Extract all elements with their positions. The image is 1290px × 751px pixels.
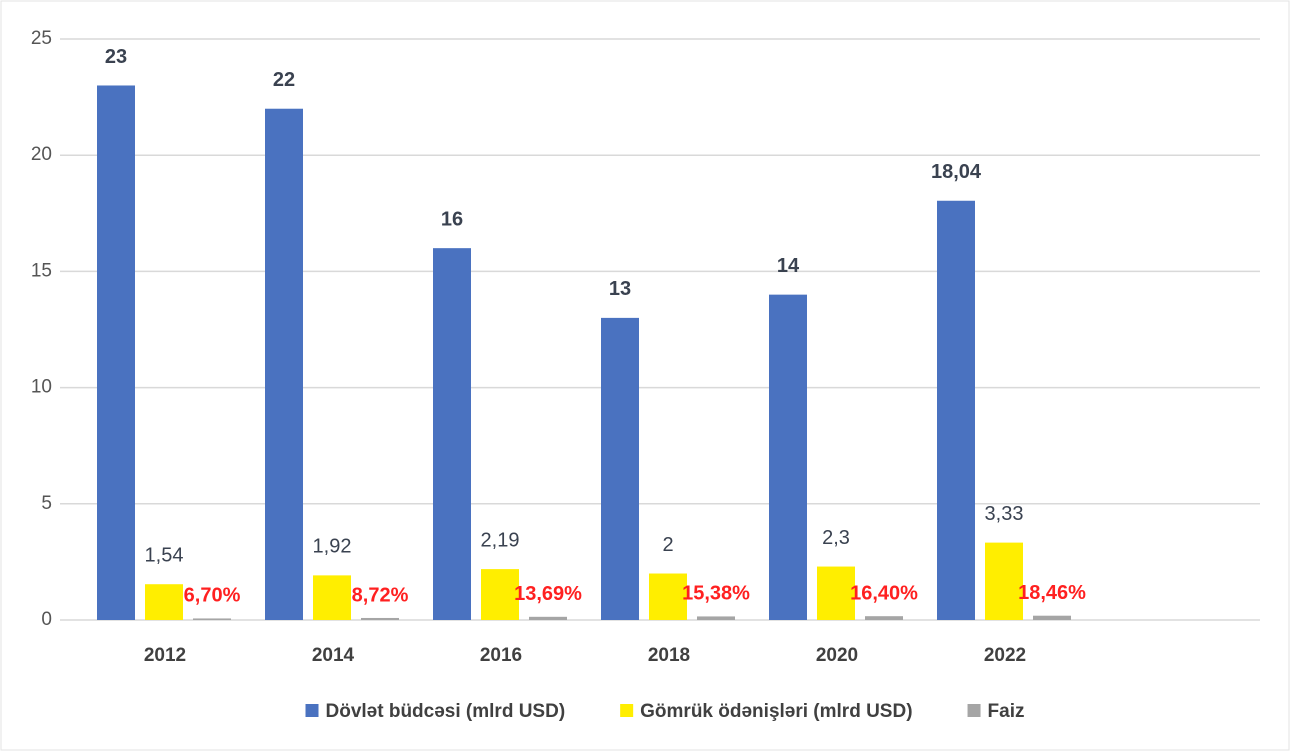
y-tick-label: 0 xyxy=(41,609,52,630)
legend-swatch xyxy=(967,704,981,717)
value-label: 23 xyxy=(105,46,127,68)
legend-swatch xyxy=(305,704,319,717)
value-label: 18,04 xyxy=(931,161,982,183)
bar xyxy=(145,584,183,620)
value-label: 15,38% xyxy=(682,583,750,605)
bar xyxy=(649,573,687,620)
value-label: 1,54 xyxy=(145,544,184,566)
bar xyxy=(601,317,639,620)
value-label: 1,92 xyxy=(313,536,352,558)
y-tick-label: 25 xyxy=(31,28,52,49)
y-tick-label: 5 xyxy=(41,493,52,514)
legend-swatch xyxy=(620,704,634,717)
x-tick-label: 2016 xyxy=(480,645,522,666)
bar xyxy=(937,200,975,620)
y-tick-label: 20 xyxy=(31,144,52,165)
value-label: 16,40% xyxy=(850,582,918,604)
value-label: 22 xyxy=(273,69,295,91)
x-tick-label: 2018 xyxy=(648,645,690,666)
y-tick-label: 15 xyxy=(31,260,52,281)
value-label: 2 xyxy=(662,534,673,556)
x-tick-label: 2020 xyxy=(816,645,858,666)
bar xyxy=(193,618,231,620)
bar xyxy=(433,248,471,620)
value-label: 2,3 xyxy=(822,527,850,549)
bar xyxy=(529,616,567,620)
bar xyxy=(697,616,735,620)
x-tick-label: 2012 xyxy=(144,645,186,666)
x-tick-label: 2014 xyxy=(312,645,355,666)
bar xyxy=(481,569,519,620)
bar xyxy=(769,294,807,620)
value-label: 2,19 xyxy=(481,529,520,551)
value-label: 16 xyxy=(441,208,463,230)
bar xyxy=(313,575,351,620)
legend-label: Faiz xyxy=(988,701,1025,722)
x-tick-label: 2022 xyxy=(984,645,1026,666)
value-label: 18,46% xyxy=(1018,582,1086,604)
y-tick-label: 10 xyxy=(31,377,52,398)
bar xyxy=(985,542,1023,620)
value-label: 6,70% xyxy=(184,585,241,607)
value-label: 14 xyxy=(777,255,800,277)
bar xyxy=(97,85,135,621)
bar xyxy=(1033,615,1071,620)
bar xyxy=(865,616,903,620)
value-label: 8,72% xyxy=(352,584,409,606)
bar xyxy=(817,566,855,620)
value-label: 13,69% xyxy=(514,583,582,605)
legend-label: Gömrük ödənişləri (mlrd USD) xyxy=(640,701,912,722)
legend-label: Dövlət büdcəsi (mlrd USD) xyxy=(326,701,566,722)
value-label: 3,33 xyxy=(985,503,1024,525)
bar xyxy=(361,617,399,620)
bar xyxy=(265,108,303,620)
value-label: 13 xyxy=(609,278,631,300)
